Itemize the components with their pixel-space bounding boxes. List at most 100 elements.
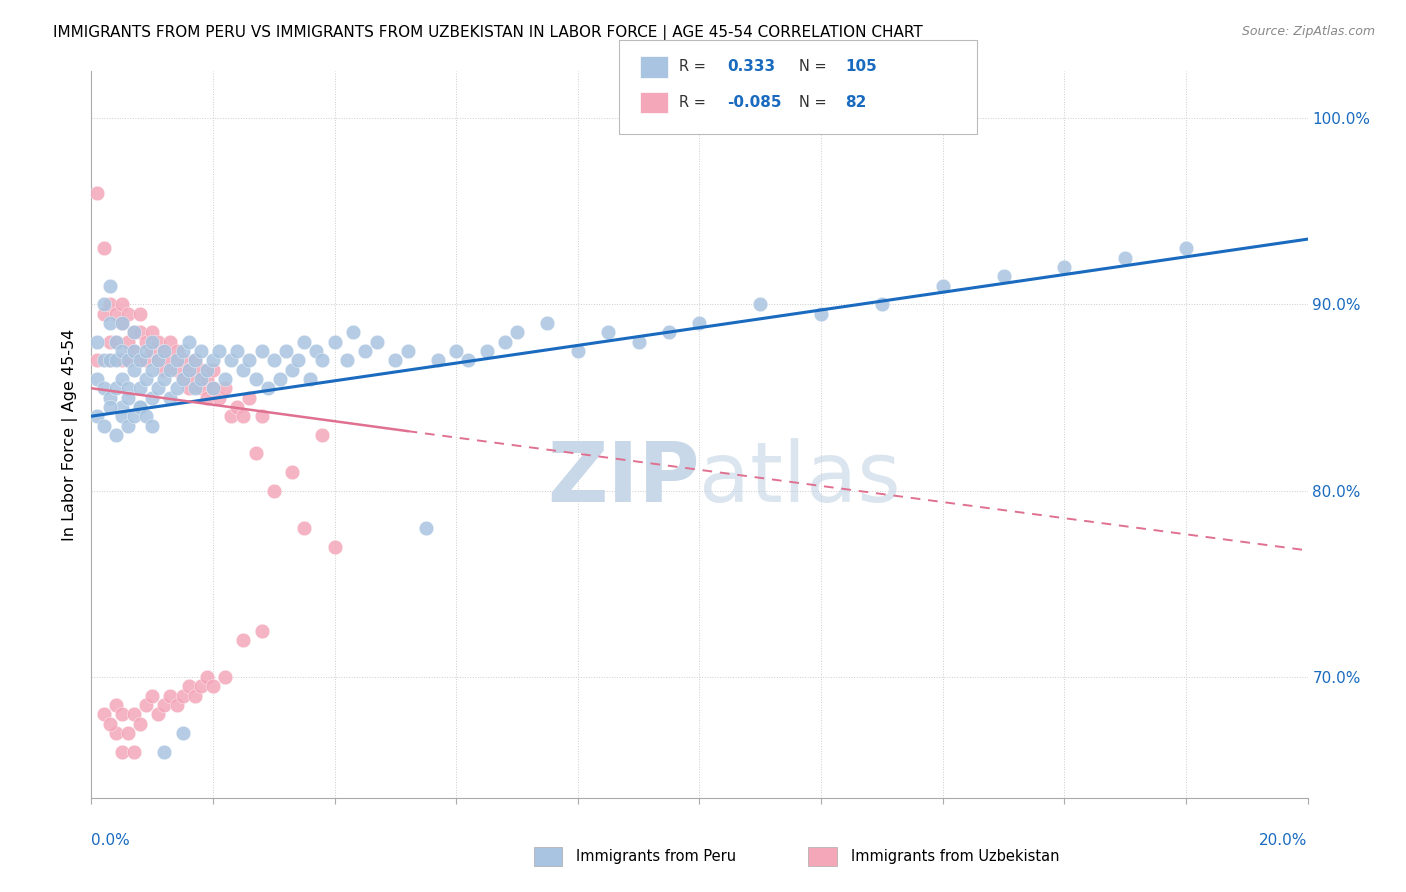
Point	[238, 391, 260, 405]
Point	[810, 307, 832, 321]
Point	[475, 343, 498, 358]
Point	[129, 400, 152, 414]
Point	[250, 409, 273, 424]
Point	[166, 343, 188, 358]
Point	[153, 372, 176, 386]
Point	[281, 362, 304, 376]
Point	[536, 316, 558, 330]
Point	[104, 427, 127, 442]
Point	[427, 353, 450, 368]
Point	[141, 326, 163, 340]
Point	[232, 409, 254, 424]
Text: IMMIGRANTS FROM PERU VS IMMIGRANTS FROM UZBEKISTAN IN LABOR FORCE | AGE 45-54 CO: IMMIGRANTS FROM PERU VS IMMIGRANTS FROM …	[53, 25, 924, 41]
Point	[172, 372, 194, 386]
Point	[111, 343, 134, 358]
Point	[256, 381, 278, 395]
Point	[245, 446, 267, 460]
Point	[202, 680, 225, 694]
Point	[208, 391, 231, 405]
Point	[166, 362, 188, 376]
Point	[250, 343, 273, 358]
Point	[122, 343, 145, 358]
Point	[219, 409, 242, 424]
Point	[111, 707, 134, 722]
Point	[111, 372, 134, 386]
Point	[159, 334, 181, 349]
Text: Source: ZipAtlas.com: Source: ZipAtlas.com	[1241, 25, 1375, 38]
Point	[93, 297, 115, 311]
Point	[98, 400, 121, 414]
Point	[214, 670, 236, 684]
Point	[190, 680, 212, 694]
Point	[117, 334, 139, 349]
Text: R =: R =	[679, 95, 710, 110]
Point	[263, 353, 285, 368]
Point	[135, 409, 157, 424]
Point	[311, 427, 333, 442]
Point	[190, 381, 212, 395]
Point	[98, 353, 121, 368]
Point	[111, 400, 134, 414]
Point	[104, 307, 127, 321]
Point	[172, 689, 194, 703]
Point	[184, 353, 207, 368]
Point	[86, 186, 108, 200]
Point	[98, 391, 121, 405]
Point	[148, 707, 170, 722]
Point	[93, 381, 115, 395]
Point	[122, 362, 145, 376]
Point	[214, 372, 236, 386]
Point	[129, 400, 152, 414]
Point	[323, 334, 346, 349]
Point	[135, 353, 157, 368]
Text: Immigrants from Peru: Immigrants from Peru	[576, 849, 737, 863]
Point	[148, 353, 170, 368]
Point	[232, 632, 254, 647]
Point	[342, 326, 364, 340]
Point	[232, 362, 254, 376]
Point	[172, 353, 194, 368]
Point	[598, 326, 620, 340]
Point	[129, 353, 152, 368]
Point	[141, 334, 163, 349]
Point	[166, 353, 188, 368]
Y-axis label: In Labor Force | Age 45-54: In Labor Force | Age 45-54	[62, 329, 79, 541]
Point	[323, 540, 346, 554]
Point	[129, 381, 152, 395]
Point	[104, 698, 127, 713]
Point	[1114, 251, 1136, 265]
Point	[366, 334, 388, 349]
Point	[172, 372, 194, 386]
Point	[245, 372, 267, 386]
Text: N =: N =	[799, 95, 831, 110]
Point	[111, 409, 134, 424]
Text: 20.0%: 20.0%	[1260, 833, 1308, 847]
Point	[159, 353, 181, 368]
Point	[287, 353, 309, 368]
Point	[159, 391, 181, 405]
Point	[129, 353, 152, 368]
Text: ZIP: ZIP	[547, 438, 699, 519]
Text: 105: 105	[845, 60, 877, 74]
Point	[177, 680, 200, 694]
Point	[148, 381, 170, 395]
Point	[219, 353, 242, 368]
Text: 0.333: 0.333	[727, 60, 775, 74]
Text: 82: 82	[845, 95, 866, 110]
Point	[195, 362, 218, 376]
Point	[122, 707, 145, 722]
Point	[354, 343, 377, 358]
Point	[190, 343, 212, 358]
Point	[195, 372, 218, 386]
Point	[177, 334, 200, 349]
Point	[184, 372, 207, 386]
Point	[208, 343, 231, 358]
Point	[153, 698, 176, 713]
Point	[93, 418, 115, 433]
Point	[190, 362, 212, 376]
Point	[396, 343, 419, 358]
Point	[931, 278, 953, 293]
Point	[269, 372, 291, 386]
Point	[111, 353, 134, 368]
Point	[305, 343, 328, 358]
